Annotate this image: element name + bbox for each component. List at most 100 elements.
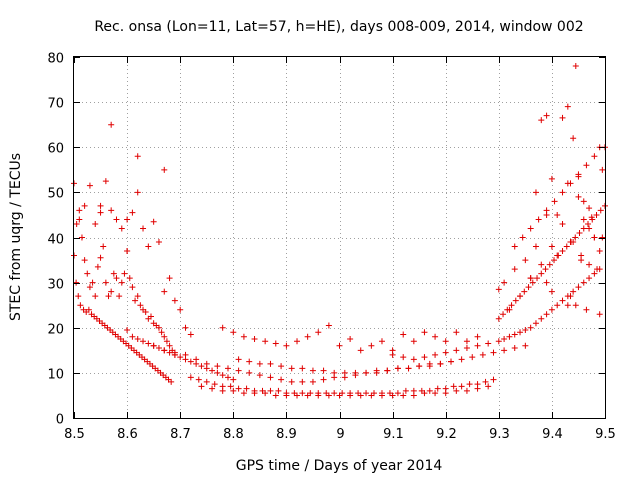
x-tick-label: 9 bbox=[336, 427, 344, 442]
data-point bbox=[384, 367, 391, 374]
data-point bbox=[209, 385, 216, 392]
data-point bbox=[564, 302, 571, 309]
data-point bbox=[97, 209, 104, 216]
chart-title: Rec. onsa (Lon=11, Lat=57, h=HE), days 0… bbox=[94, 19, 583, 35]
data-point bbox=[559, 189, 566, 196]
data-point bbox=[155, 324, 162, 331]
data-point bbox=[363, 390, 370, 397]
data-point bbox=[339, 390, 346, 397]
data-point bbox=[586, 275, 593, 282]
data-point bbox=[272, 340, 279, 347]
data-point bbox=[485, 383, 492, 390]
data-point bbox=[77, 302, 84, 309]
y-tick-label: 40 bbox=[47, 233, 64, 248]
data-point bbox=[593, 211, 600, 218]
data-point bbox=[97, 202, 104, 209]
data-point bbox=[134, 293, 141, 300]
data-point bbox=[504, 306, 511, 313]
data-point bbox=[251, 336, 258, 343]
data-point bbox=[235, 356, 242, 363]
data-point bbox=[575, 193, 582, 200]
y-axis-label: STEC from uqrg / TECUs bbox=[8, 153, 24, 321]
data-point bbox=[580, 216, 587, 223]
data-point bbox=[256, 372, 263, 379]
data-point bbox=[463, 338, 470, 345]
data-point bbox=[469, 354, 476, 361]
data-point bbox=[522, 342, 529, 349]
x-tick-label: 8.5 bbox=[64, 427, 85, 442]
data-point bbox=[575, 284, 582, 291]
data-point bbox=[543, 112, 550, 119]
data-point bbox=[272, 392, 279, 399]
data-point bbox=[203, 360, 210, 367]
data-point bbox=[108, 207, 115, 214]
data-point bbox=[583, 306, 590, 313]
data-point bbox=[418, 387, 425, 394]
data-point bbox=[113, 275, 120, 282]
data-point bbox=[121, 270, 128, 277]
data-point bbox=[534, 275, 541, 282]
data-point bbox=[378, 338, 385, 345]
x-tick-label: 8.8 bbox=[223, 427, 244, 442]
data-point bbox=[567, 293, 574, 300]
data-point bbox=[246, 358, 253, 365]
data-point bbox=[85, 306, 92, 313]
data-point bbox=[434, 385, 441, 392]
data-point bbox=[341, 369, 348, 376]
data-point bbox=[501, 336, 508, 343]
data-point bbox=[94, 263, 101, 270]
data-point bbox=[320, 367, 327, 374]
data-point bbox=[426, 387, 433, 394]
data-point bbox=[521, 288, 528, 295]
y-tick-label: 50 bbox=[47, 187, 64, 202]
data-point bbox=[548, 243, 555, 250]
data-point bbox=[400, 392, 407, 399]
data-point bbox=[400, 354, 407, 361]
data-point bbox=[166, 342, 173, 349]
x-tick-label: 9.1 bbox=[383, 427, 404, 442]
data-point bbox=[145, 243, 152, 250]
data-point bbox=[283, 342, 290, 349]
data-point bbox=[81, 257, 88, 264]
data-point bbox=[559, 114, 566, 121]
data-point bbox=[166, 275, 173, 282]
y-tick-label: 10 bbox=[47, 368, 64, 383]
data-point bbox=[182, 351, 189, 358]
x-tick-label: 8.7 bbox=[170, 427, 191, 442]
data-point bbox=[559, 297, 566, 304]
data-point bbox=[331, 390, 338, 397]
data-point bbox=[463, 345, 470, 352]
data-point bbox=[466, 381, 473, 388]
data-point bbox=[299, 390, 306, 397]
plot-frame bbox=[73, 56, 606, 419]
data-point bbox=[129, 333, 136, 340]
data-point bbox=[532, 189, 539, 196]
data-point bbox=[548, 175, 555, 182]
data-point bbox=[490, 349, 497, 356]
data-point bbox=[543, 207, 550, 214]
data-point bbox=[219, 383, 226, 390]
data-point bbox=[567, 180, 574, 187]
data-point bbox=[168, 378, 175, 385]
data-point bbox=[551, 198, 558, 205]
y-tick-label: 0 bbox=[56, 413, 64, 428]
data-point bbox=[126, 275, 133, 282]
data-point bbox=[410, 387, 417, 394]
data-point bbox=[124, 327, 131, 334]
data-point bbox=[572, 302, 579, 309]
data-point bbox=[92, 220, 99, 227]
data-point bbox=[578, 257, 585, 264]
x-tick-label: 8.9 bbox=[276, 427, 297, 442]
data-point bbox=[532, 243, 539, 250]
data-point bbox=[437, 360, 444, 367]
data-point bbox=[76, 216, 83, 223]
y-tick-label: 20 bbox=[47, 323, 64, 338]
data-point bbox=[163, 338, 170, 345]
data-point bbox=[405, 365, 412, 372]
data-point bbox=[352, 369, 359, 376]
data-point bbox=[240, 390, 247, 397]
data-point bbox=[583, 162, 590, 169]
data-point bbox=[203, 378, 210, 385]
data-point bbox=[432, 390, 439, 397]
